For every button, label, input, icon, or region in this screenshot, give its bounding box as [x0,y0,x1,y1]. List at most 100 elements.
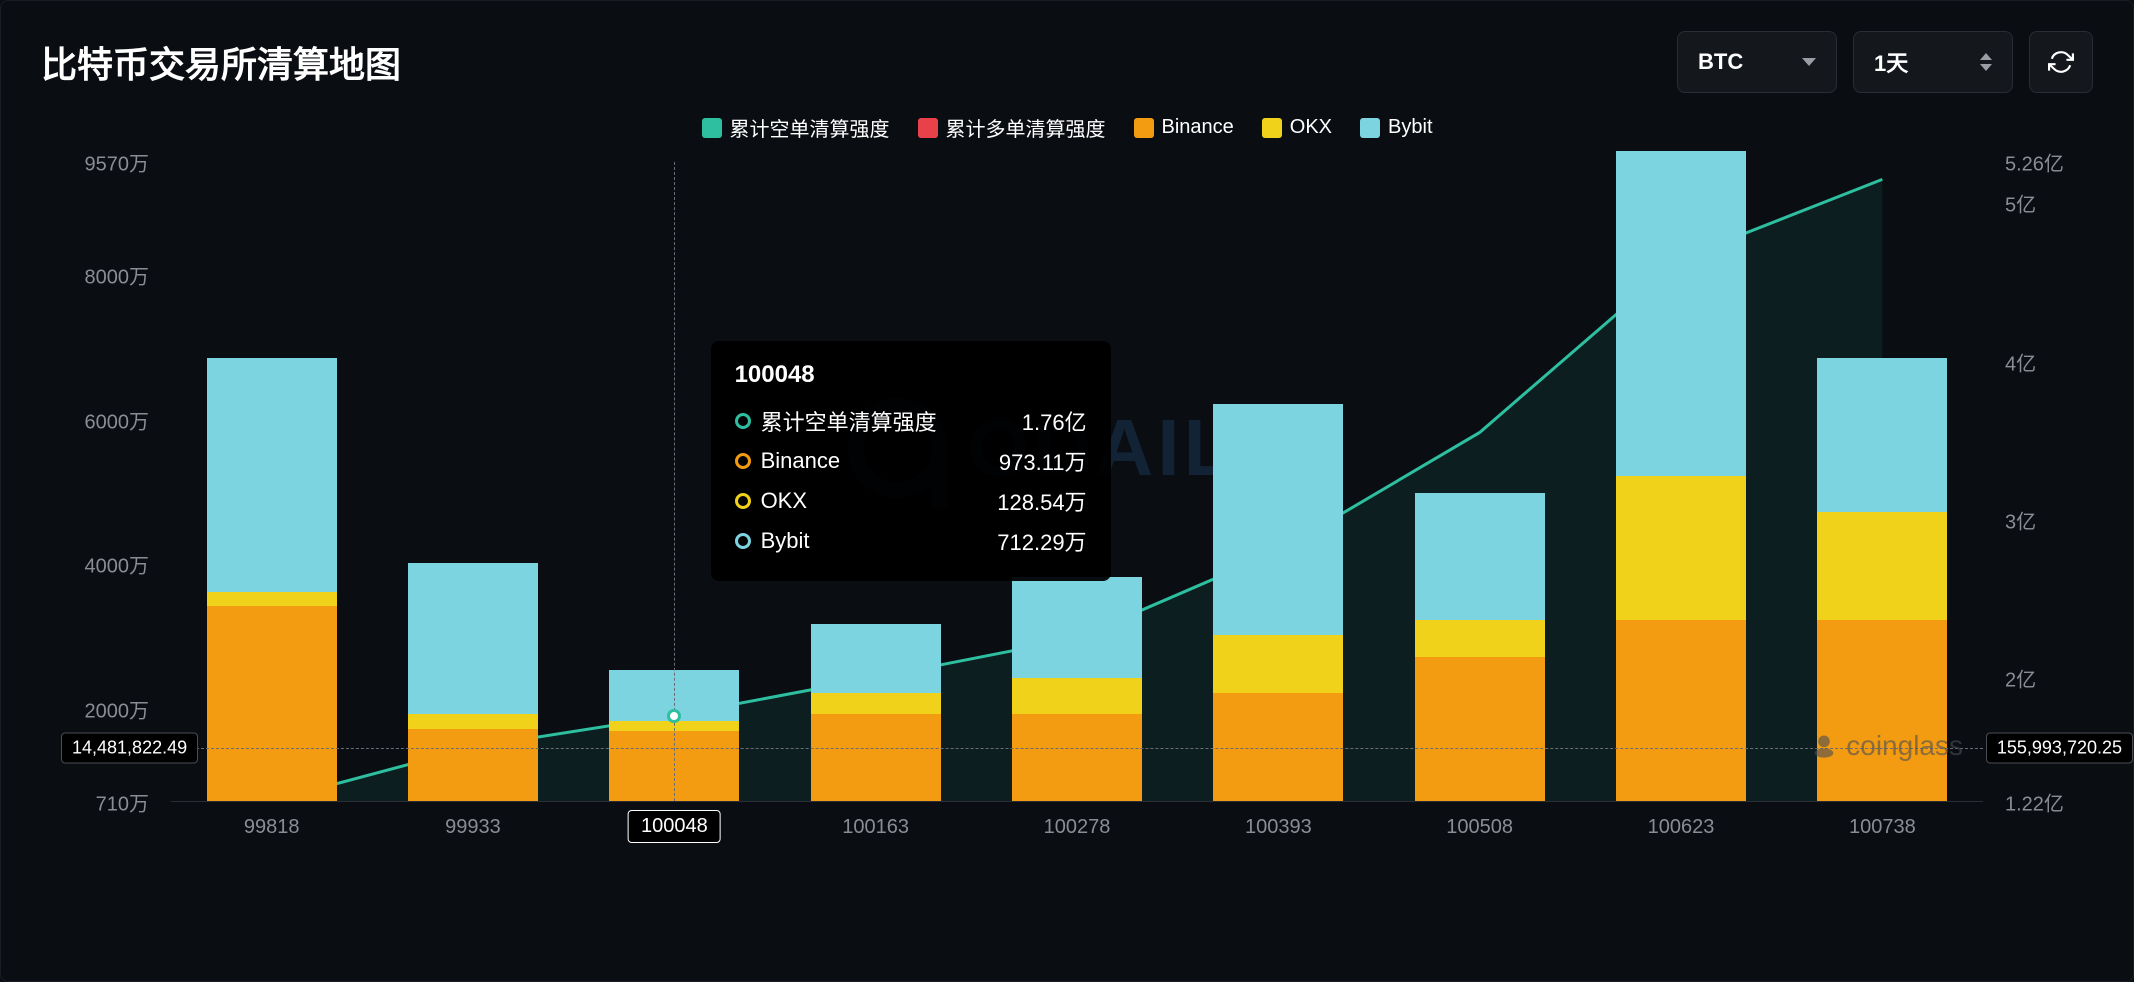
y-tick-right: 5亿 [2005,189,2036,218]
plot-area: 14,481,822.49155,993,720.25100048 累计空单清算… [171,162,1983,802]
legend-item[interactable]: Binance [1134,113,1234,142]
x-label: 100623 [1648,816,1715,839]
y-tick-right: 3亿 [2005,506,2036,535]
bar-seg-bybit [811,624,941,693]
tooltip-dot [735,533,751,549]
legend-swatch [1262,118,1282,138]
bar-group[interactable] [207,358,337,801]
tooltip-row-label: OKX [761,488,807,514]
bar-seg-binance [207,606,337,801]
controls-group: BTC 1天 [1677,31,2093,93]
tooltip-dot [735,493,751,509]
y-tick-right: 5.26亿 [2005,148,2064,177]
x-axis: 9981899933100048100163100278100393100508… [171,802,1983,842]
line-marker [667,709,681,723]
tooltip-row: Bybit 712.29万 [735,521,1087,561]
legend-item[interactable]: OKX [1262,113,1332,142]
y-axis-right: 1.22亿2亿3亿4亿5亿5.26亿 [1993,162,2093,802]
bar-seg-bybit [1213,404,1343,635]
y-tick-right: 2亿 [2005,664,2036,693]
legend-label: 累计空单清算强度 [730,113,890,142]
y-tick-left: 9570万 [85,148,150,177]
axis-badge-right: 155,993,720.25 [1986,732,2133,763]
tooltip-dot [735,413,751,429]
x-label: 100163 [842,816,909,839]
bar-seg-bybit [1817,358,1947,512]
x-label: 100508 [1446,816,1513,839]
tooltip-row-label: Binance [761,448,841,474]
bar-group[interactable] [408,563,538,801]
tooltip-row-value: 973.11万 [999,445,1087,477]
period-label: 1天 [1874,46,1908,78]
chevron-down-icon [1802,58,1816,66]
page-title: 比特币交易所清算地图 [41,36,401,88]
crosshair-horizontal [171,748,1983,749]
bar-group[interactable] [1817,358,1947,801]
bar-seg-bybit [1012,577,1142,678]
y-tick-left: 8000万 [85,261,150,290]
x-label: 100048 [628,810,721,843]
bar-seg-bybit [1616,151,1746,476]
bar-seg-okx [1817,512,1947,620]
y-tick-right: 1.22亿 [2005,788,2064,817]
legend-swatch [918,118,938,138]
tooltip-dot [735,453,751,469]
refresh-button[interactable] [2029,31,2093,93]
y-tick-left: 2000万 [85,694,150,723]
bar-seg-bybit [1415,493,1545,621]
bar-seg-bybit [207,358,337,591]
bar-seg-okx [1415,620,1545,656]
bar-group[interactable] [1012,577,1142,801]
x-label: 99818 [244,816,300,839]
legend-item[interactable]: 累计多单清算强度 [918,113,1106,142]
symbol-dropdown[interactable]: BTC [1677,31,1837,93]
legend-swatch [1360,118,1380,138]
bar-group[interactable] [1213,404,1343,801]
bar-seg-okx [1616,476,1746,620]
period-dropdown[interactable]: 1天 [1853,31,2013,93]
bar-seg-binance [1012,714,1142,801]
legend-label: OKX [1290,116,1332,139]
legend-label: Binance [1162,116,1234,139]
tooltip-row-label: Bybit [761,528,810,554]
x-label: 100278 [1044,816,1111,839]
chart-panel: 比特币交易所清算地图 BTC 1天 累计空单清算强度累计多单清算强度Bin [0,0,2134,982]
y-tick-left: 4000万 [85,550,150,579]
legend-swatch [1134,118,1154,138]
refresh-icon [2048,49,2074,75]
bar-seg-okx [1012,678,1142,714]
tooltip-title: 100048 [735,361,1087,389]
y-axis-left: 710万2000万4000万6000万8000万9570万 [41,162,161,802]
y-tick-right: 4亿 [2005,347,2036,376]
tooltip-row-value: 128.54万 [997,485,1086,517]
tooltip-row: OKX 128.54万 [735,481,1087,521]
bar-seg-binance [1415,657,1545,801]
bar-seg-okx [207,592,337,606]
bar-seg-binance [1616,620,1746,801]
tooltip-row: 累计空单清算强度 1.76亿 [735,401,1087,441]
tooltip-row-value: 1.76亿 [1022,405,1087,437]
chart-area[interactable]: ODAILY 710万2000万4000万6000万8000万9570万 1.2… [41,162,2093,842]
bar-seg-okx [408,714,538,728]
axis-badge-left: 14,481,822.49 [61,732,198,763]
x-label: 100738 [1849,816,1916,839]
bar-seg-bybit [408,563,538,715]
tooltip-row-value: 712.29万 [997,525,1086,557]
legend: 累计空单清算强度 累计多单清算强度 Binance OKX Bybit [41,113,2093,142]
y-tick-left: 710万 [96,788,149,817]
bar-seg-okx [811,693,941,715]
tooltip-row: Binance 973.11万 [735,441,1087,481]
x-label: 100393 [1245,816,1312,839]
bar-seg-okx [1213,635,1343,693]
legend-swatch [702,118,722,138]
bar-group[interactable] [1616,151,1746,801]
legend-item[interactable]: Bybit [1360,113,1432,142]
bar-group[interactable] [1415,493,1545,801]
legend-item[interactable]: 累计空单清算强度 [702,113,890,142]
legend-label: 累计多单清算强度 [946,113,1106,142]
bar-group[interactable] [811,624,941,801]
bar-seg-binance [1817,620,1947,801]
symbol-label: BTC [1698,49,1743,75]
y-tick-left: 6000万 [85,405,150,434]
stepper-icon [1980,53,1992,71]
